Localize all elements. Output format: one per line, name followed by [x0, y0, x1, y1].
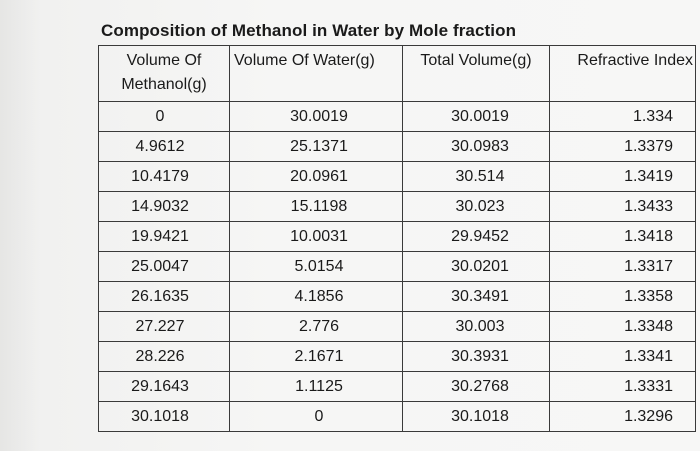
methanol-cell: 29.1643	[98, 371, 230, 402]
table-row: 28.226 2.1671 30.3931 1.3341	[98, 341, 696, 372]
water-cell: 25.1371	[229, 131, 403, 162]
total-cell: 30.0019	[402, 101, 550, 132]
total-cell: 30.003	[402, 311, 550, 342]
water-cell: 1.1125	[229, 371, 403, 402]
table-row: 19.9421 10.0031 29.9452 1.3418	[98, 221, 696, 252]
methanol-cell: 14.9032	[98, 191, 230, 222]
table-row: 27.227 2.776 30.003 1.3348	[98, 311, 696, 342]
table-row: 0 30.0019 30.0019 1.334	[98, 101, 696, 132]
header-water-line1: Volume Of Water(g)	[234, 52, 375, 69]
methanol-cell: 25.0047	[98, 251, 230, 282]
page-shadow	[0, 0, 40, 451]
total-cell: 30.0201	[402, 251, 550, 282]
header-row: Volume Of Methanol(g) Volume Of Water(g)…	[98, 45, 696, 102]
header-total-volume: Total Volume(g)	[402, 45, 550, 102]
water-cell: 2.776	[229, 311, 403, 342]
water-cell: 20.0961	[229, 161, 403, 192]
header-methanol-line1: Volume Of	[126, 52, 202, 69]
total-cell: 30.3491	[402, 281, 550, 312]
water-cell: 10.0031	[229, 221, 403, 252]
methanol-cell: 28.226	[98, 341, 230, 372]
total-cell: 30.023	[402, 191, 550, 222]
total-cell: 30.0983	[402, 131, 550, 162]
refractive-cell: 1.3358	[549, 281, 696, 312]
table-row: 30.1018 0 30.1018 1.3296	[98, 401, 696, 432]
header-total-line1: Total Volume(g)	[420, 52, 532, 69]
methanol-cell: 19.9421	[98, 221, 230, 252]
table-row: 10.4179 20.0961 30.514 1.3419	[98, 161, 696, 192]
water-cell: 0	[229, 401, 403, 432]
water-cell: 2.1671	[229, 341, 403, 372]
table-row: 14.9032 15.1198 30.023 1.3433	[98, 191, 696, 222]
methanol-cell: 27.227	[98, 311, 230, 342]
total-cell: 30.3931	[402, 341, 550, 372]
total-cell: 29.9452	[402, 221, 550, 252]
methanol-cell: 26.1635	[98, 281, 230, 312]
table-title: Composition of Methanol in Water by Mole…	[101, 21, 517, 40]
methanol-cell: 0	[98, 101, 230, 132]
water-cell: 4.1856	[229, 281, 403, 312]
refractive-cell: 1.3379	[549, 131, 696, 162]
refractive-cell: 1.3331	[549, 371, 696, 402]
water-cell: 15.1198	[229, 191, 403, 222]
refractive-cell: 1.334	[549, 101, 696, 132]
table-row: 29.1643 1.1125 30.2768 1.3331	[98, 371, 696, 402]
composition-table-container: Volume Of Methanol(g) Volume Of Water(g)…	[98, 45, 696, 432]
refractive-cell: 1.3348	[549, 311, 696, 342]
table-row: 25.0047 5.0154 30.0201 1.3317	[98, 251, 696, 282]
header-water-volume: Volume Of Water(g)	[229, 45, 403, 102]
table-body: 0 30.0019 30.0019 1.334 4.9612 25.1371 30.0983…	[98, 101, 696, 432]
total-cell: 30.2768	[402, 371, 550, 402]
water-cell: 5.0154	[229, 251, 403, 282]
refractive-cell: 1.3341	[549, 341, 696, 372]
methanol-cell: 4.9612	[98, 131, 230, 162]
total-cell: 30.1018	[402, 401, 550, 432]
header-methanol-line2: Methanol(g)	[121, 76, 207, 93]
refractive-cell: 1.3419	[549, 161, 696, 192]
methanol-cell: 30.1018	[98, 401, 230, 432]
methanol-cell: 10.4179	[98, 161, 230, 192]
refractive-cell: 1.3317	[549, 251, 696, 282]
composition-table: Volume Of Methanol(g) Volume Of Water(g)…	[98, 45, 696, 432]
header-refractive-line1: Refractive Index	[577, 52, 693, 69]
water-cell: 30.0019	[229, 101, 403, 132]
header-methanol-volume: Volume Of Methanol(g)	[98, 45, 230, 102]
header-refractive-index: Refractive Index	[549, 45, 696, 102]
total-cell: 30.514	[402, 161, 550, 192]
refractive-cell: 1.3418	[549, 221, 696, 252]
table-row: 4.9612 25.1371 30.0983 1.3379	[98, 131, 696, 162]
table-row: 26.1635 4.1856 30.3491 1.3358	[98, 281, 696, 312]
refractive-cell: 1.3296	[549, 401, 696, 432]
refractive-cell: 1.3433	[549, 191, 696, 222]
